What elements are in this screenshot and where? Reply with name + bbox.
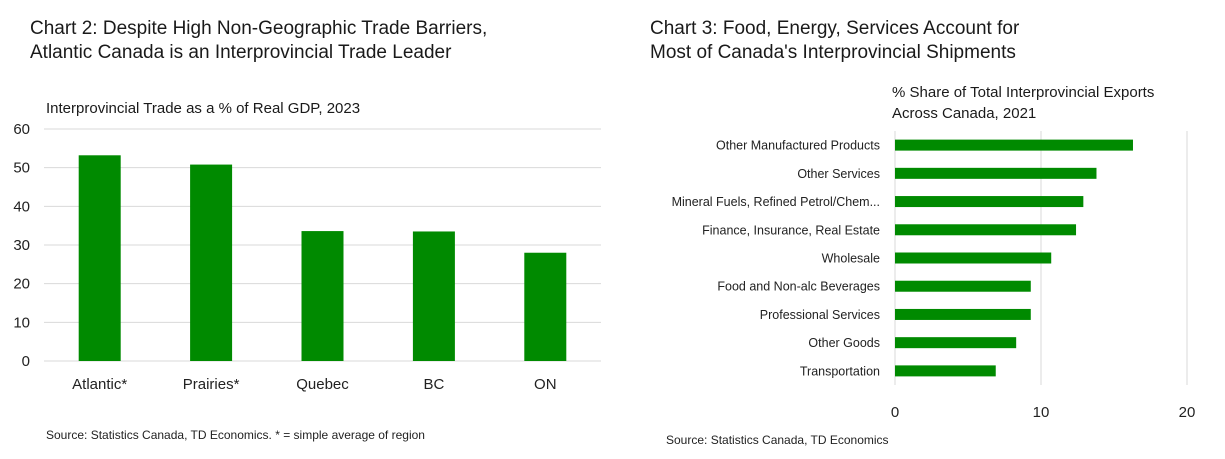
chart3-title-line1: Chart 3: Food, Energy, Services Account … bbox=[650, 18, 1020, 39]
x-tick-label: 0 bbox=[891, 404, 899, 421]
chart2-title-line1: Chart 2: Despite High Non-Geographic Tra… bbox=[30, 18, 488, 39]
y-tick-label: Wholesale bbox=[822, 252, 880, 266]
chart2-subtitle: Interprovincial Trade as a % of Real GDP… bbox=[46, 100, 361, 117]
y-tick-label: Transportation bbox=[800, 364, 880, 378]
bar-prairies bbox=[190, 164, 233, 361]
y-tick-label: Other Services bbox=[797, 167, 880, 181]
y-tick-label: 20 bbox=[13, 276, 30, 293]
chart3-source: Source: Statistics Canada, TD Economics bbox=[666, 433, 889, 447]
x-tick-label: 20 bbox=[1179, 404, 1196, 421]
chart2-source: Source: Statistics Canada, TD Economics.… bbox=[46, 428, 425, 442]
chart2-title-line2: Atlantic Canada is an Interprovincial Tr… bbox=[30, 42, 452, 63]
y-tick-label: Other Goods bbox=[808, 336, 880, 350]
chart3-plot: 0 10 20 Other Manufactured Products Other Se… bbox=[672, 131, 1196, 421]
bar-other-goods bbox=[895, 337, 1017, 349]
chart3-title-line2: Most of Canada's Interprovincial Shipmen… bbox=[650, 42, 1016, 63]
y-tick-label: 10 bbox=[13, 314, 30, 331]
bar-transportation bbox=[895, 365, 996, 377]
y-tick-label: 0 bbox=[22, 353, 30, 370]
bar-mineral-fuels-refined-petrol-chem- bbox=[895, 196, 1084, 208]
y-tick-label: 40 bbox=[13, 198, 30, 215]
y-tick-label: Professional Services bbox=[760, 308, 880, 322]
chart3-subtitle-line1: % Share of Total Interprovincial Exports bbox=[892, 84, 1155, 101]
bar-atlantic bbox=[78, 155, 121, 361]
bar-on bbox=[524, 252, 567, 361]
bar-other-manufactured-products bbox=[895, 139, 1133, 151]
x-tick-label: ON bbox=[534, 376, 557, 393]
x-tick-label: Atlantic* bbox=[72, 376, 127, 393]
bar-food-and-non-alc-beverages bbox=[895, 280, 1031, 292]
y-tick-label: Other Manufactured Products bbox=[716, 139, 880, 153]
x-tick-label: 10 bbox=[1033, 404, 1050, 421]
y-tick-label: 60 bbox=[13, 121, 30, 138]
y-tick-label: Food and Non-alc Beverages bbox=[717, 280, 880, 294]
x-tick-label: Prairies* bbox=[183, 376, 240, 393]
bar-wholesale bbox=[895, 252, 1052, 264]
y-tick-label: Mineral Fuels, Refined Petrol/Chem... bbox=[672, 195, 880, 209]
bar-other-services bbox=[895, 167, 1097, 179]
chart2-plot: 0 10 20 30 40 50 60 Atlantic* Prairies* Quebec BC O… bbox=[13, 121, 601, 393]
bar-quebec bbox=[301, 231, 344, 361]
bar-finance-insurance-real-estate bbox=[895, 224, 1077, 236]
x-tick-label: Quebec bbox=[296, 376, 349, 393]
x-tick-label: BC bbox=[423, 376, 444, 393]
bar-professional-services bbox=[895, 308, 1031, 320]
y-tick-label: 30 bbox=[13, 237, 30, 254]
y-tick-label: Finance, Insurance, Real Estate bbox=[702, 223, 880, 237]
bar-bc bbox=[412, 231, 455, 361]
y-tick-label: 50 bbox=[13, 160, 30, 177]
chart3-subtitle-line2: Across Canada, 2021 bbox=[892, 105, 1037, 122]
